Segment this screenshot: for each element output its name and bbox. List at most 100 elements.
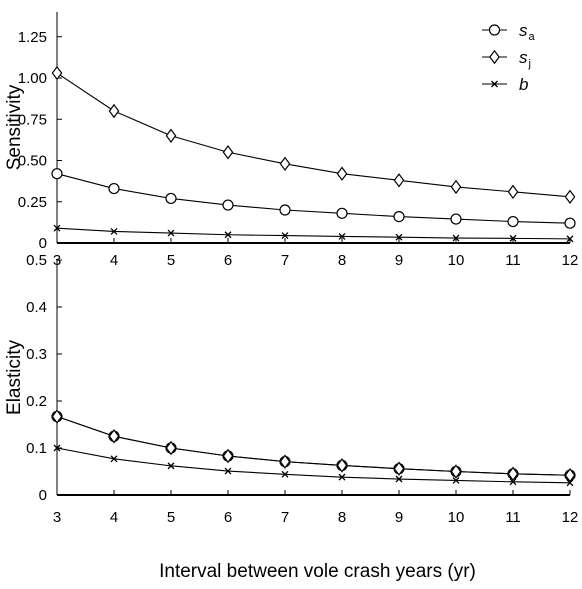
y-tick-label: 0.3	[26, 346, 47, 363]
x-tick-label: 8	[338, 509, 346, 526]
data-point	[564, 468, 576, 483]
x-tick-label: 11	[505, 252, 521, 269]
data-point	[452, 476, 460, 484]
y-axis-title: Sensitivity	[4, 84, 25, 170]
y-tick-label: 0.25	[18, 194, 47, 211]
data-point	[507, 215, 519, 228]
x-tick-label: 8	[338, 252, 346, 269]
data-point	[108, 182, 120, 195]
data-point	[53, 224, 61, 232]
data-point	[167, 462, 175, 470]
x-tick-label: 4	[110, 252, 118, 269]
y-tick-label: 0	[39, 235, 47, 252]
data-point	[338, 473, 346, 481]
data-point	[222, 199, 234, 211]
data-point	[564, 189, 576, 205]
legend-label: sj	[519, 48, 531, 70]
series-b	[53, 224, 574, 243]
data-point	[336, 207, 348, 219]
series-line	[56, 447, 571, 484]
data-point	[395, 475, 403, 483]
x-tick-label: 9	[395, 252, 403, 269]
data-point	[336, 458, 348, 473]
legend-marker	[488, 24, 501, 36]
y-tick-label: 0.4	[26, 299, 47, 316]
y-tick-label: 0.2	[26, 393, 47, 410]
data-point	[393, 173, 405, 188]
data-point	[108, 429, 120, 444]
elasticity-panel: 0 0.1 0.2 0.3 0.4 0.5 3 4 5 6 7 8 9 10 11 12 Elasticity I…	[4, 252, 578, 582]
data-point	[222, 145, 234, 160]
sensitivity-panel: 00.250.500.751.001.253456789101112Sensit…	[4, 12, 578, 269]
series-b	[53, 444, 574, 487]
series-line	[56, 72, 571, 198]
data-point	[450, 464, 462, 479]
y-tick-label: 1.00	[18, 70, 47, 87]
data-point	[509, 478, 517, 486]
data-point	[509, 234, 517, 242]
x-tick-label: 9	[395, 509, 403, 526]
data-point	[281, 232, 289, 240]
series-line	[56, 227, 571, 240]
data-point	[393, 211, 405, 223]
series-sa	[51, 410, 576, 481]
data-point	[450, 179, 462, 195]
data-point	[222, 448, 234, 464]
data-point	[224, 231, 232, 239]
x-tick-label: 6	[224, 509, 232, 526]
data-point	[224, 467, 232, 475]
data-point	[336, 166, 348, 181]
x-tick-label: 4	[110, 509, 118, 526]
data-point	[338, 232, 346, 240]
data-point	[110, 227, 118, 235]
y-tick-label: 1.25	[18, 29, 47, 46]
x-tick-label: 3	[53, 509, 61, 526]
data-point	[452, 234, 460, 242]
series-sj	[51, 65, 576, 205]
series-line	[56, 415, 571, 476]
data-point	[450, 213, 462, 225]
y-tick-label: 0.50	[18, 153, 47, 170]
y-axis-title: Elasticity	[4, 340, 25, 415]
data-point	[507, 466, 519, 482]
data-point	[564, 217, 576, 229]
y-tick-label: 0	[39, 487, 47, 504]
data-point	[393, 461, 405, 476]
x-tick-label: 12	[562, 252, 579, 269]
series-sa	[51, 168, 576, 229]
series-sj	[51, 409, 576, 483]
y-tick-label: 0.5	[26, 252, 47, 269]
data-point	[279, 454, 291, 469]
legend-label: b	[519, 75, 528, 94]
data-point	[281, 470, 289, 478]
data-point	[566, 235, 574, 243]
legend: sa sj b	[482, 21, 536, 94]
series-line	[56, 415, 571, 476]
data-point	[53, 444, 61, 452]
series-line	[56, 173, 571, 224]
legend-marker	[489, 49, 500, 65]
data-point	[279, 204, 291, 216]
x-tick-label: 5	[167, 509, 175, 526]
data-point	[110, 455, 118, 463]
data-point	[165, 192, 177, 205]
data-point	[108, 103, 120, 119]
x-tick-label: 6	[224, 252, 232, 269]
y-tick-label: 0.75	[18, 111, 47, 128]
x-tick-label: 5	[167, 252, 175, 269]
x-tick-label: 10	[448, 509, 465, 526]
x-axis-title: Interval between vole crash years (yr)	[159, 561, 476, 582]
x-tick-label: 10	[448, 252, 465, 269]
data-point	[51, 168, 63, 180]
x-tick-label: 12	[562, 509, 579, 526]
x-tick-label: 7	[281, 252, 289, 269]
legend-marker	[491, 80, 498, 88]
data-point	[395, 233, 403, 241]
x-tick-label: 11	[505, 509, 521, 526]
data-point	[167, 229, 175, 237]
legend-label: sa	[519, 21, 536, 43]
y-tick-label: 0.1	[26, 440, 47, 457]
data-point	[51, 65, 63, 81]
data-point	[507, 184, 519, 200]
